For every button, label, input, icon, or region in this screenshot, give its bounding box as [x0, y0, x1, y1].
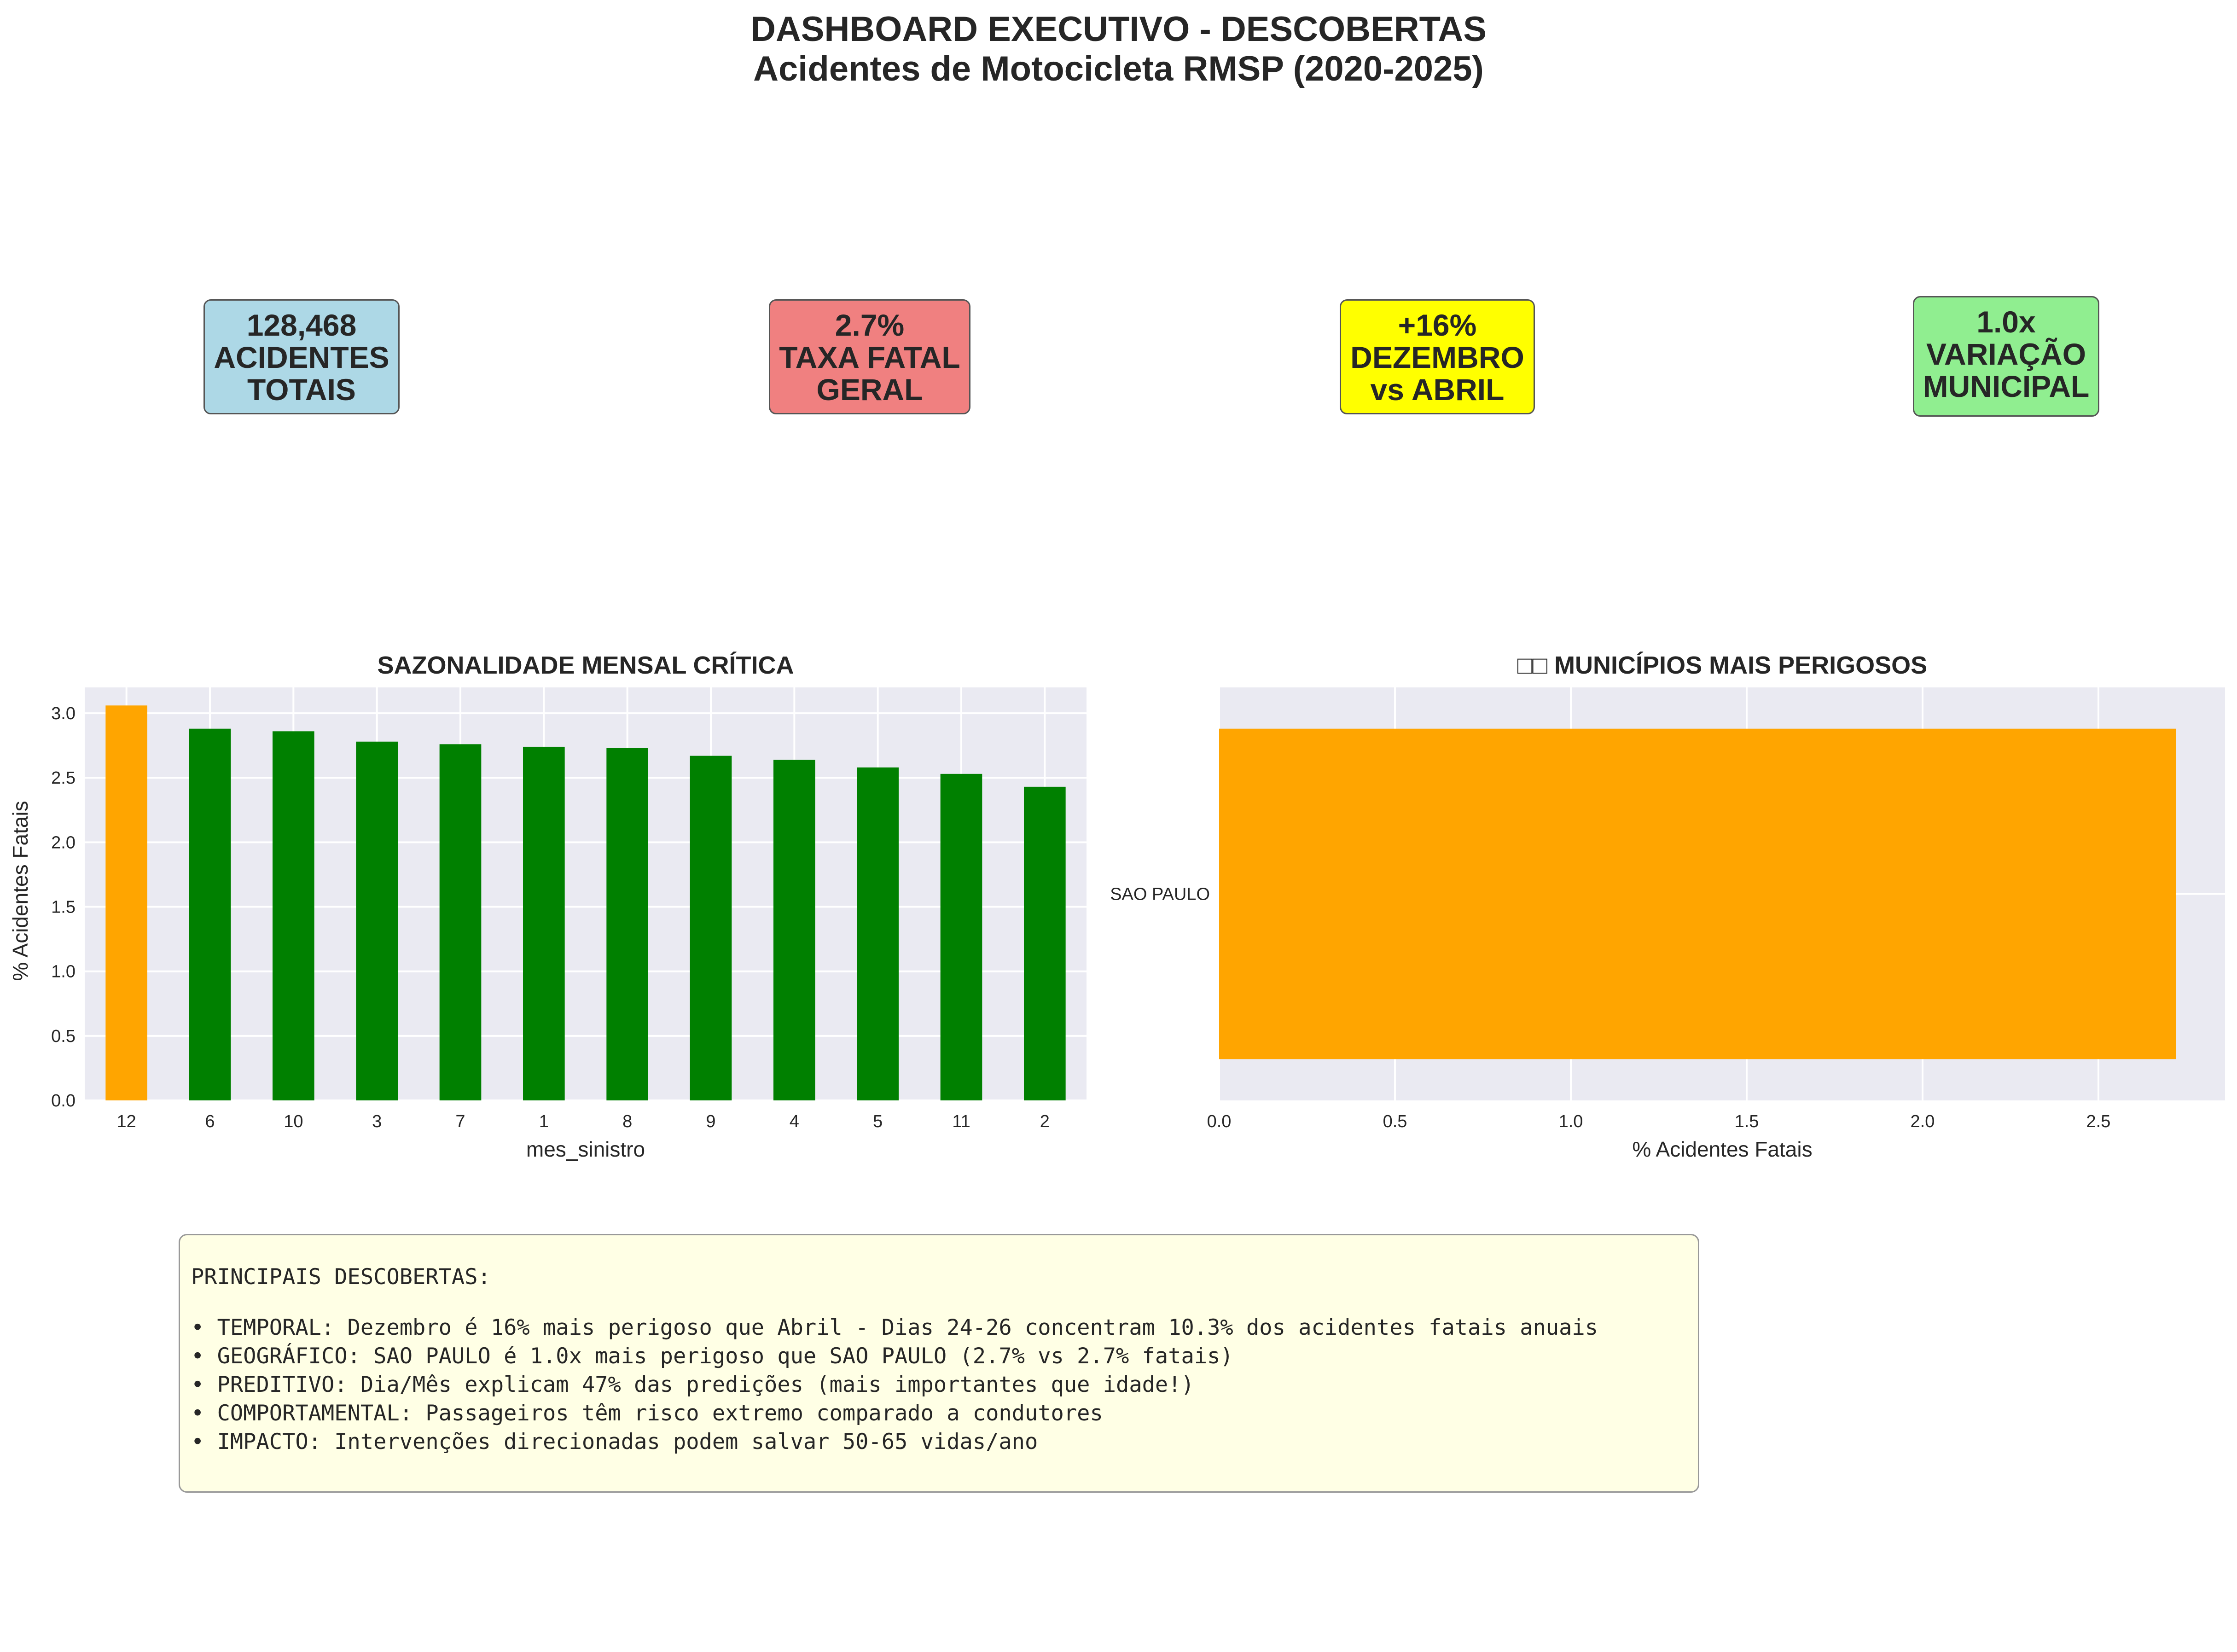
dashboard-title-line2: Acidentes de Motocicleta RMSP (2020-2025…	[753, 49, 1484, 88]
chart1-xtick-label: 5	[873, 1112, 883, 1131]
key-findings-box: PRINCIPAIS DESCOBERTAS: • TEMPORAL: Deze…	[179, 1234, 1699, 1493]
dashboard-title-line1: DASHBOARD EXECUTIVO - DESCOBERTAS	[750, 10, 1487, 49]
chart1-bar-month-11	[940, 774, 982, 1100]
chart1-ytick-label: 2.5	[51, 768, 76, 788]
chart1-ytick-label: 0.5	[51, 1027, 76, 1046]
chart1-ytick-label: 1.5	[51, 898, 76, 917]
chart1-xlabel: mes_sinistro	[526, 1137, 645, 1161]
chart1-plot-area	[85, 687, 1087, 1100]
chart1-ytick-label: 3.0	[51, 704, 76, 723]
chart1-bar-month-12	[105, 705, 147, 1100]
chart1-xtick-label: 10	[284, 1112, 303, 1131]
chart2-xtick-label: 0.5	[1383, 1112, 1407, 1131]
kpi-label-line1: ACIDENTES	[214, 340, 389, 374]
kpi-value: +16%	[1398, 308, 1477, 342]
kpi-label-line1: TAXA FATAL	[779, 340, 960, 374]
kpi-label-line2: MUNICIPAL	[1923, 369, 2090, 403]
chart2-xtick-label: 2.5	[2086, 1112, 2111, 1131]
chart1-xtick-label: 7	[455, 1112, 465, 1131]
finding-item: • PREDITIVO: Dia/Mês explicam 47% das pr…	[191, 1372, 1194, 1397]
chart1-xtick-label: 9	[706, 1112, 715, 1131]
chart2-xtick-label: 2.0	[1911, 1112, 1935, 1131]
chart1-bar-month-4	[773, 759, 815, 1100]
chart1-xtick-label: 3	[372, 1112, 382, 1131]
chart1-ylabel: % Acidentes Fatais	[8, 801, 32, 981]
finding-item: • TEMPORAL: Dezembro é 16% mais perigoso…	[191, 1315, 1598, 1340]
findings-heading: PRINCIPAIS DESCOBERTAS:	[191, 1264, 491, 1290]
monthly-seasonality-chart: SAZONALIDADE MENSAL CRÍTICA mes_sinistro…	[8, 651, 1087, 1161]
chart1-bar-month-7	[439, 744, 482, 1100]
chart2-xtick-label: 1.0	[1559, 1112, 1583, 1131]
kpi-total-accidents: 128,468 ACIDENTES TOTAIS	[203, 299, 400, 414]
chart1-bar-month-9	[690, 756, 732, 1100]
kpi-label-line2: vs ABRIL	[1370, 372, 1505, 407]
chart2-xtick-label: 0.0	[1207, 1112, 1232, 1131]
kpi-label-line1: VARIAÇÃO	[1926, 337, 2086, 371]
kpi-fatal-rate: 2.7% TAXA FATAL GERAL	[769, 299, 970, 414]
chart2-xlabel: % Acidentes Fatais	[1632, 1137, 1812, 1161]
chart1-title: SAZONALIDADE MENSAL CRÍTICA	[377, 651, 794, 679]
chart1-xtick-label: 2	[1040, 1112, 1050, 1131]
chart1-bar-month-3	[356, 741, 398, 1100]
chart1-ytick-label: 0.0	[51, 1091, 76, 1111]
finding-item: • COMPORTAMENTAL: Passageiros têm risco …	[191, 1401, 1103, 1426]
finding-item: • GEOGRÁFICO: SAO PAULO é 1.0x mais peri…	[191, 1344, 1233, 1369]
finding-item: • IMPACTO: Intervenções direcionadas pod…	[191, 1429, 1038, 1454]
kpi-value: 128,468	[246, 308, 357, 342]
chart2-xtick-label: 1.5	[1735, 1112, 1759, 1131]
chart1-bar-month-8	[606, 748, 648, 1100]
chart1-bar-month-2	[1024, 786, 1066, 1100]
chart1-xtick-label: 1	[539, 1112, 549, 1131]
chart1-xtick-label: 8	[622, 1112, 632, 1131]
dangerous-municipalities-chart: □□ MUNICÍPIOS MAIS PERIGOSOS % Acidentes…	[1110, 651, 2225, 1161]
kpi-municipal-variation: 1.0x VARIAÇÃO MUNICIPAL	[1913, 296, 2099, 417]
kpi-value: 2.7%	[835, 308, 905, 342]
chart1-bar-month-10	[273, 731, 314, 1100]
kpi-label-line1: DEZEMBRO	[1350, 340, 1524, 374]
chart1-ytick-label: 2.0	[51, 833, 76, 852]
chart1-xtick-label: 6	[205, 1112, 215, 1131]
chart2-title: □□ MUNICÍPIOS MAIS PERIGOSOS	[1517, 651, 1927, 679]
kpi-label-line2: TOTAIS	[247, 372, 356, 407]
chart1-bar-month-6	[189, 728, 231, 1100]
chart1-ytick-label: 1.0	[51, 962, 76, 982]
chart1-xtick-label: 4	[790, 1112, 799, 1131]
kpi-label-line2: GERAL	[816, 372, 923, 407]
chart1-xtick-label: 12	[117, 1112, 136, 1131]
chart1-xtick-label: 11	[952, 1112, 970, 1131]
kpi-december-vs-april: +16% DEZEMBRO vs ABRIL	[1340, 299, 1535, 414]
chart1-bar-month-5	[857, 767, 899, 1100]
kpi-value: 1.0x	[1976, 305, 2036, 339]
chart2-bar-sao-paulo	[1219, 728, 2176, 1059]
chart1-bar-month-1	[523, 746, 565, 1100]
chart2-ytick-label: SAO PAULO	[1110, 885, 1210, 904]
